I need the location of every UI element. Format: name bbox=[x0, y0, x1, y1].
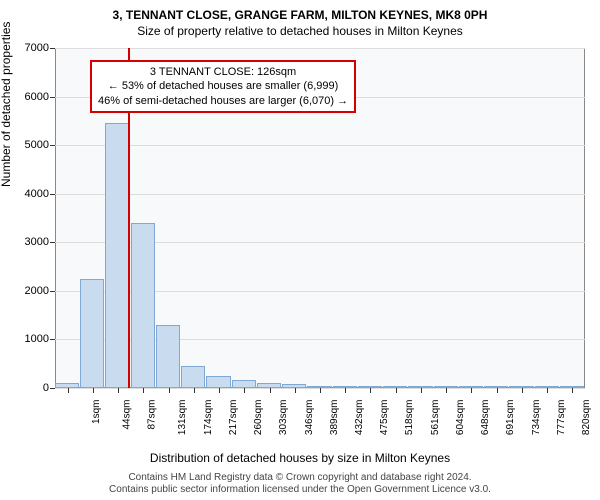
page-title: 3, TENNANT CLOSE, GRANGE FARM, MILTON KE… bbox=[0, 0, 600, 22]
y-tick-mark bbox=[50, 194, 55, 195]
histogram-bar bbox=[232, 380, 256, 388]
y-tick-label: 2000 bbox=[9, 285, 49, 297]
info-line-1: 3 TENNANT CLOSE: 126sqm bbox=[98, 65, 348, 79]
footer-line-2: Contains public sector information licen… bbox=[0, 484, 600, 496]
x-tick-label: 87sqm bbox=[147, 400, 158, 430]
y-tick-label: 1000 bbox=[9, 333, 49, 345]
x-tick-mark bbox=[320, 388, 321, 393]
x-tick-label: 303sqm bbox=[278, 400, 289, 436]
property-info-box: 3 TENNANT CLOSE: 126sqm ← 53% of detache… bbox=[90, 60, 356, 113]
x-tick-label: 475sqm bbox=[379, 400, 390, 436]
footer-line-1: Contains HM Land Registry data © Crown c… bbox=[0, 472, 600, 484]
x-tick-label: 648sqm bbox=[480, 400, 491, 436]
x-tick-mark bbox=[572, 388, 573, 393]
x-tick-mark bbox=[522, 388, 523, 393]
y-tick-mark bbox=[50, 339, 55, 340]
info-line-3: 46% of semi-detached houses are larger (… bbox=[98, 94, 348, 108]
x-tick-mark bbox=[194, 388, 195, 393]
x-tick-label: 604sqm bbox=[455, 400, 466, 436]
y-tick-mark bbox=[50, 242, 55, 243]
y-tick-label: 0 bbox=[9, 382, 49, 394]
x-tick-mark bbox=[270, 388, 271, 393]
x-tick-label: 691sqm bbox=[506, 400, 517, 436]
gridline bbox=[55, 194, 585, 195]
x-tick-mark bbox=[396, 388, 397, 393]
x-tick-mark bbox=[169, 388, 170, 393]
x-tick-mark bbox=[446, 388, 447, 393]
x-tick-label: 389sqm bbox=[329, 400, 340, 436]
x-tick-label: 131sqm bbox=[177, 400, 188, 436]
footer: Contains HM Land Registry data © Crown c… bbox=[0, 472, 600, 496]
gridline bbox=[55, 48, 585, 49]
x-tick-label: 217sqm bbox=[228, 400, 239, 436]
info-line-2: ← 53% of detached houses are smaller (6,… bbox=[98, 79, 348, 93]
x-tick-label: 1sqm bbox=[91, 400, 102, 424]
x-tick-label: 561sqm bbox=[430, 400, 441, 436]
y-tick-label: 4000 bbox=[9, 188, 49, 200]
x-tick-label: 432sqm bbox=[354, 400, 365, 436]
x-tick-mark bbox=[370, 388, 371, 393]
x-tick-label: 174sqm bbox=[203, 400, 214, 436]
y-tick-label: 5000 bbox=[9, 139, 49, 151]
x-tick-label: 734sqm bbox=[531, 400, 542, 436]
x-tick-mark bbox=[219, 388, 220, 393]
x-tick-mark bbox=[143, 388, 144, 393]
y-tick-mark bbox=[50, 48, 55, 49]
gridline bbox=[55, 145, 585, 146]
x-tick-mark bbox=[421, 388, 422, 393]
x-tick-label: 820sqm bbox=[581, 400, 592, 436]
y-tick-label: 3000 bbox=[9, 236, 49, 248]
x-tick-mark bbox=[93, 388, 94, 393]
page-subtitle: Size of property relative to detached ho… bbox=[0, 22, 600, 38]
x-tick-label: 44sqm bbox=[121, 400, 132, 430]
histogram-bar bbox=[156, 325, 180, 388]
histogram-bar bbox=[105, 123, 129, 388]
x-tick-mark bbox=[295, 388, 296, 393]
x-tick-label: 777sqm bbox=[556, 400, 567, 436]
x-tick-mark bbox=[497, 388, 498, 393]
histogram-bar bbox=[131, 223, 155, 388]
x-tick-mark bbox=[118, 388, 119, 393]
y-tick-mark bbox=[50, 97, 55, 98]
x-tick-mark bbox=[547, 388, 548, 393]
y-tick-label: 6000 bbox=[9, 91, 49, 103]
y-tick-mark bbox=[50, 291, 55, 292]
histogram-bar bbox=[80, 279, 104, 388]
x-tick-label: 346sqm bbox=[304, 400, 315, 436]
x-tick-mark bbox=[471, 388, 472, 393]
x-tick-label: 260sqm bbox=[253, 400, 264, 436]
y-tick-mark bbox=[50, 388, 55, 389]
histogram-bar bbox=[206, 376, 230, 388]
x-tick-mark bbox=[244, 388, 245, 393]
histogram-bar bbox=[181, 366, 205, 388]
x-tick-label: 518sqm bbox=[405, 400, 416, 436]
y-tick-mark bbox=[50, 145, 55, 146]
x-tick-mark bbox=[345, 388, 346, 393]
x-tick-mark bbox=[68, 388, 69, 393]
x-axis-label: Distribution of detached houses by size … bbox=[0, 451, 600, 465]
y-tick-label: 7000 bbox=[9, 42, 49, 54]
